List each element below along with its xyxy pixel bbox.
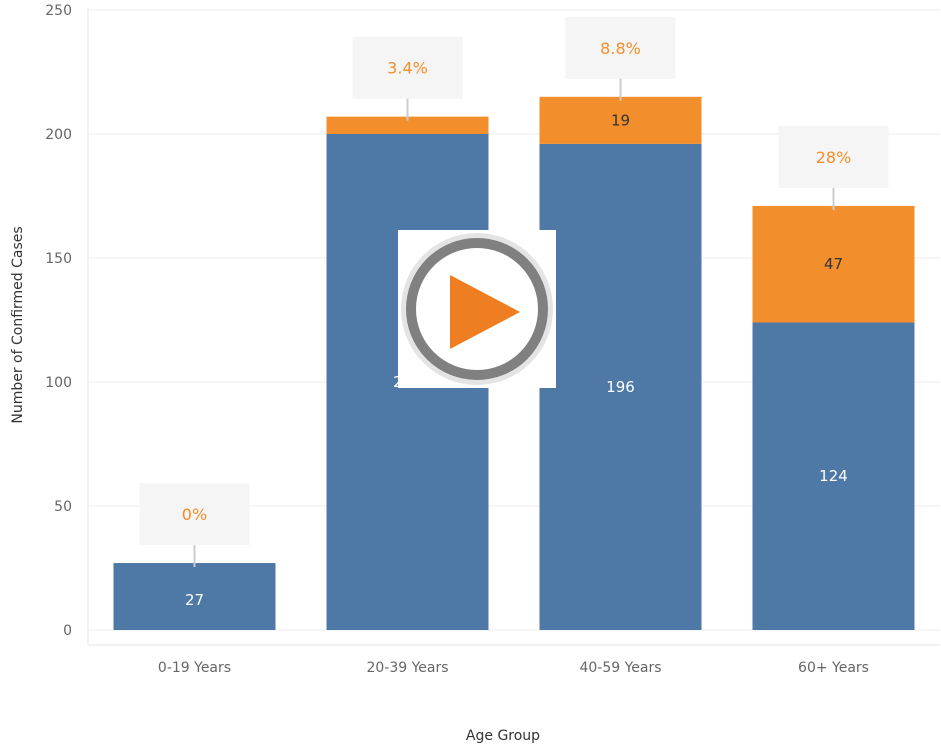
x-axis: 0-19 Years 20-39 Years 40-59 Years 60+ Year… xyxy=(158,660,869,676)
x-tick-label: 0-19 Years xyxy=(158,660,231,676)
x-axis-title: Age Group xyxy=(466,728,540,744)
y-axis-title: Number of Confirmed Cases xyxy=(10,226,26,423)
bar-segment xyxy=(113,563,276,630)
percent-callout xyxy=(565,16,676,79)
y-tick-label: 200 xyxy=(45,127,72,143)
percent-label: 3.4% xyxy=(387,59,428,78)
percent-callout xyxy=(352,36,463,99)
data-label: 47 xyxy=(824,255,843,273)
percent-label: 8.8% xyxy=(600,39,641,58)
x-tick-label: 20-39 Years xyxy=(366,660,448,676)
percent-label: 0% xyxy=(182,505,207,524)
y-axis: 0 50 100 150 200 250 xyxy=(45,3,72,639)
y-tick-label: 100 xyxy=(45,375,72,391)
x-tick-label: 60+ Years xyxy=(798,660,869,676)
bar-segment xyxy=(752,205,915,323)
data-label: 196 xyxy=(606,378,635,396)
bar-segment xyxy=(539,143,702,631)
bar-segment xyxy=(539,96,702,144)
percent-label: 28% xyxy=(816,148,852,167)
y-tick-label: 50 xyxy=(54,499,72,515)
y-tick-label: 0 xyxy=(63,623,72,639)
x-tick-label: 40-59 Years xyxy=(579,660,661,676)
y-tick-label: 250 xyxy=(45,3,72,19)
percent-callout xyxy=(778,125,889,188)
data-label: 124 xyxy=(819,467,848,485)
bar-segment xyxy=(326,116,489,134)
data-label: 27 xyxy=(185,591,204,609)
play-button[interactable] xyxy=(398,230,556,388)
bar-segment xyxy=(752,322,915,630)
play-icon xyxy=(401,233,553,385)
data-label: 19 xyxy=(611,111,630,129)
percent-callout xyxy=(139,483,250,546)
y-tick-label: 150 xyxy=(45,251,72,267)
